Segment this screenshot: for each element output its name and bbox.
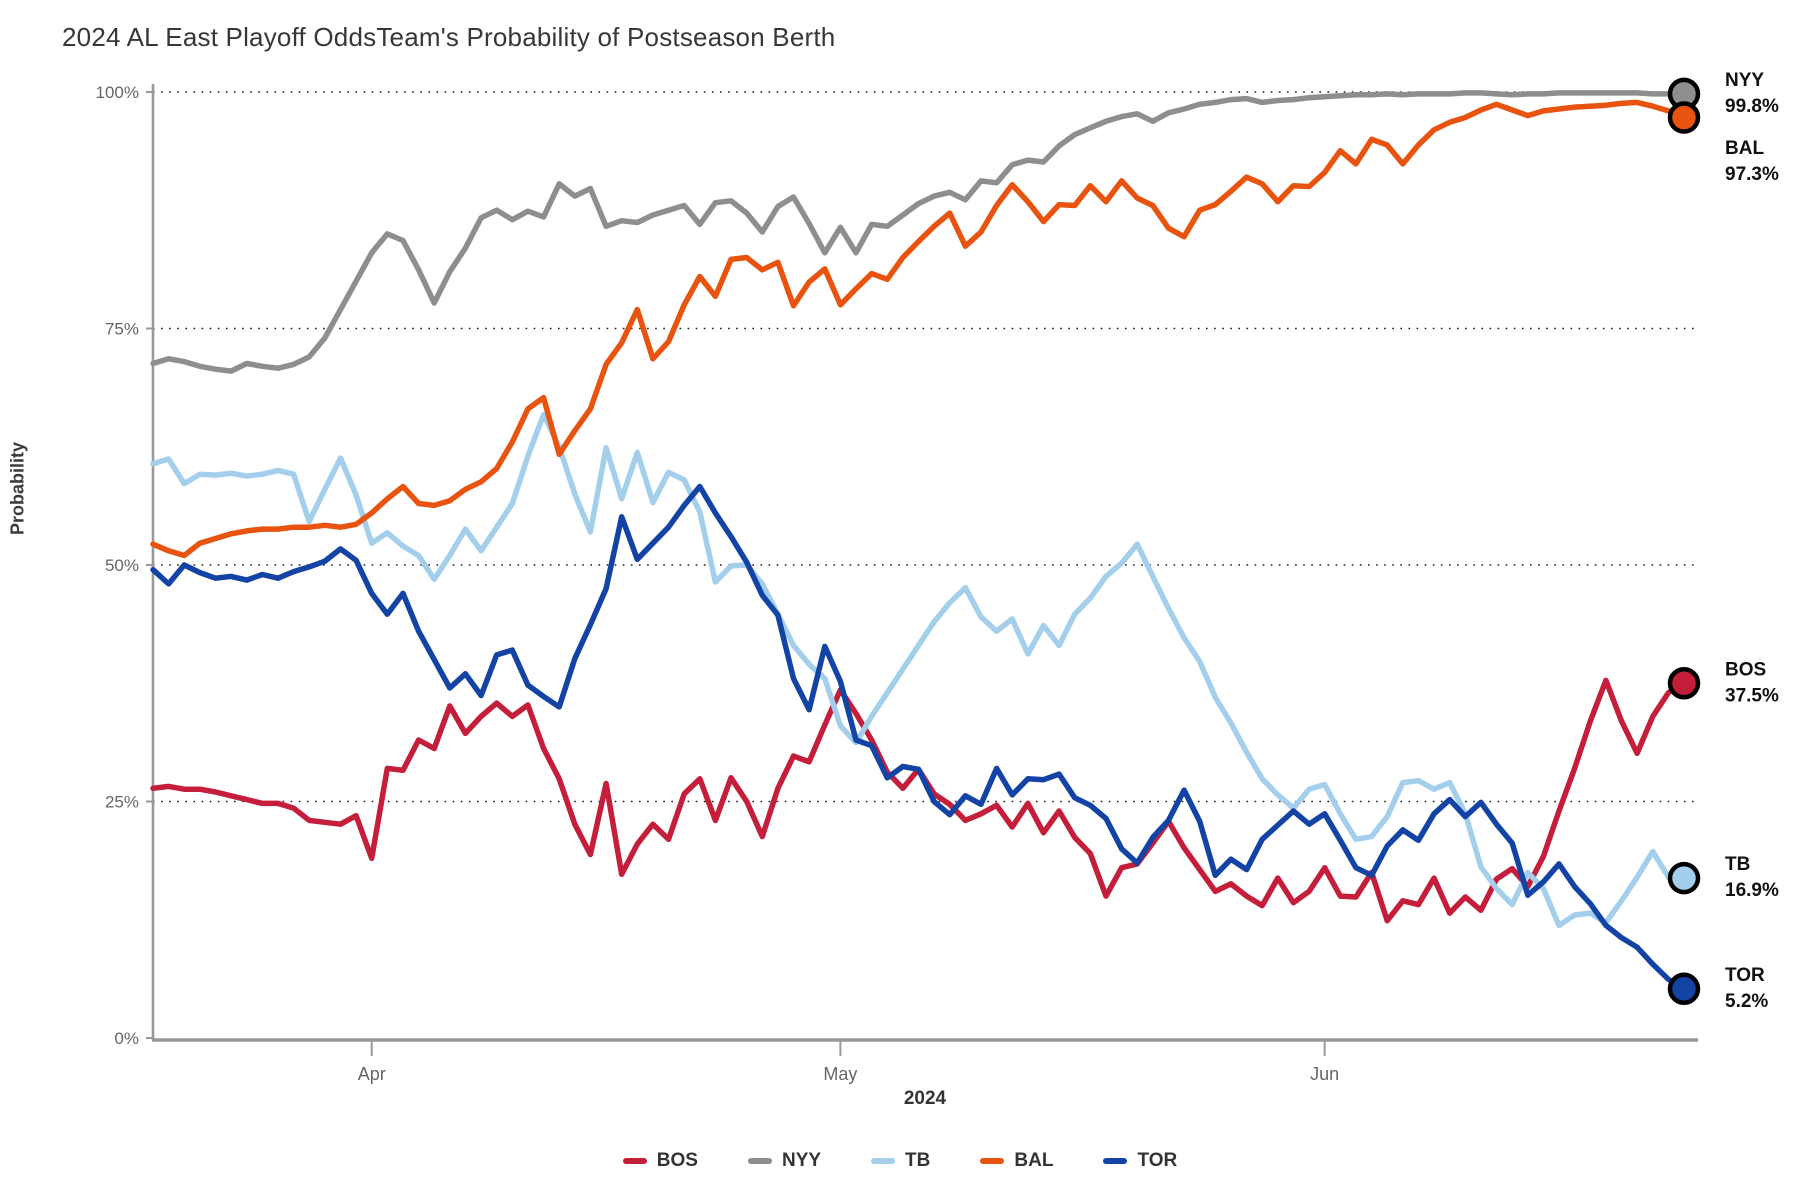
legend-swatch-BAL — [980, 1158, 1005, 1164]
y-tick-label-100: 100% — [96, 83, 139, 102]
legend-swatch-NYY — [747, 1158, 772, 1164]
end-label-team-TB: TB — [1725, 854, 1750, 875]
axes: 0% 25% 50% 75% 100% Apr May Jun — [96, 83, 1698, 1084]
series-line-TB[interactable] — [150, 411, 1687, 929]
end-label-value-BAL: 97.3% — [1725, 164, 1779, 185]
chart-title-main: 2024 AL East Playoff Odds — [62, 22, 377, 52]
legend-label-TOR: TOR — [1137, 1150, 1178, 1171]
end-marker-BOS[interactable] — [1667, 667, 1701, 700]
x-tick-label-Jun: Jun — [1310, 1064, 1339, 1084]
legend-label-TB: TB — [905, 1150, 931, 1171]
end-label-team-BAL: BAL — [1725, 138, 1764, 159]
legend-item-NYY[interactable]: NYY — [747, 1150, 822, 1172]
end-label-value-TOR: 5.2% — [1725, 991, 1768, 1012]
y-tick-label-0: 0% — [114, 1029, 139, 1048]
end-label-value-NYY: 99.8% — [1725, 96, 1779, 117]
legend-label-NYY: NYY — [781, 1150, 822, 1171]
series-lines — [150, 90, 1687, 992]
y-tick-label-50: 50% — [105, 556, 139, 575]
end-label-team-NYY: NYY — [1725, 70, 1764, 91]
x-axis-title: 2024 — [903, 1088, 947, 1109]
end-marker-BAL[interactable] — [1667, 101, 1701, 134]
legend-swatch-TOR — [1103, 1158, 1128, 1164]
legend-swatch-TB — [871, 1158, 896, 1164]
end-marker-TB[interactable] — [1667, 861, 1701, 895]
legend-swatch-BOS — [622, 1158, 647, 1164]
series-line-BAL[interactable] — [150, 99, 1687, 559]
legend: BOS NYY TB BAL TOR — [0, 1150, 1800, 1172]
end-label-team-TOR: TOR — [1725, 965, 1765, 986]
chart-subtitle: Team's Probability of Postseason Berth — [376, 22, 836, 52]
legend-item-BAL[interactable]: BAL — [980, 1150, 1053, 1172]
legend-item-BOS[interactable]: BOS — [622, 1150, 698, 1172]
series-line-TOR[interactable] — [150, 483, 1687, 992]
end-labels: BOS 37.5% NYY 99.8% TB 16.9% BAL 97.3% TOR 5.2% — [1725, 70, 1779, 1012]
end-markers — [1667, 77, 1701, 1006]
chart-title: 2024 AL East Playoff OddsTeam's Probabil… — [62, 22, 835, 53]
end-label-team-BOS: BOS — [1725, 659, 1766, 680]
end-marker-TOR[interactable] — [1667, 972, 1701, 1006]
legend-item-TB[interactable]: TB — [871, 1150, 930, 1172]
series-line-BOS[interactable] — [150, 677, 1687, 924]
x-tick-label-May: May — [823, 1064, 857, 1084]
series-line-NYY[interactable] — [150, 90, 1687, 374]
x-tick-label-Apr: Apr — [358, 1064, 386, 1084]
legend-label-BAL: BAL — [1014, 1150, 1054, 1171]
y-tick-label-75: 75% — [105, 320, 139, 339]
end-label-value-BOS: 37.5% — [1725, 685, 1779, 706]
end-label-value-TB: 16.9% — [1725, 880, 1779, 901]
y-tick-label-25: 25% — [105, 793, 139, 812]
legend-item-TOR[interactable]: TOR — [1103, 1150, 1177, 1172]
legend-label-BOS: BOS — [656, 1150, 698, 1171]
